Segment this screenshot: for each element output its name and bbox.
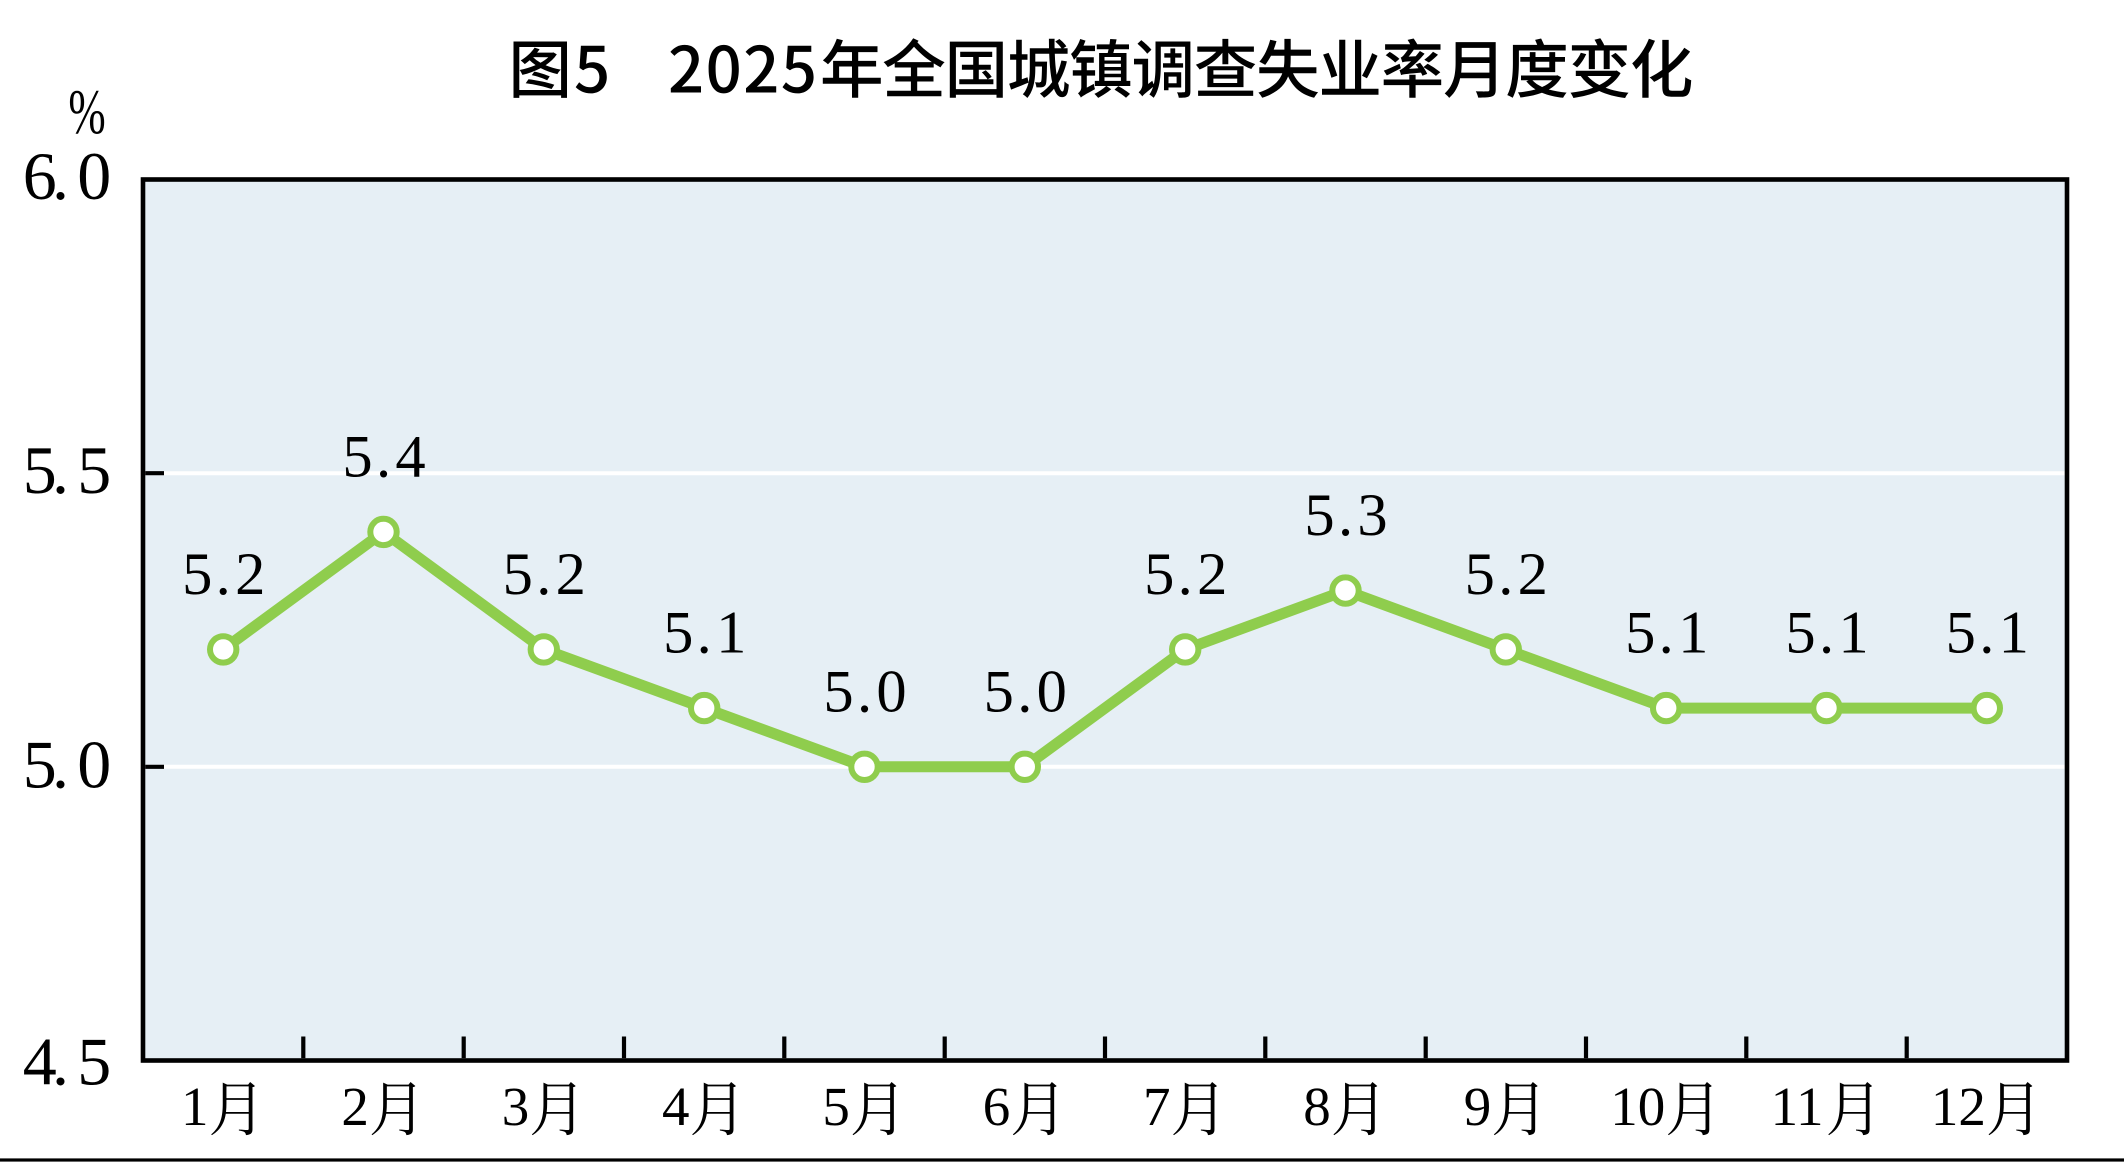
svg-text:4.5: 4.5 xyxy=(23,1024,112,1100)
svg-text:5.5: 5.5 xyxy=(23,432,112,508)
svg-text:5.0: 5.0 xyxy=(984,658,1067,725)
svg-text:5.2: 5.2 xyxy=(182,541,265,608)
svg-text:11: 11 xyxy=(1771,1076,1824,1137)
svg-text:9: 9 xyxy=(1464,1076,1492,1137)
svg-text:5.1: 5.1 xyxy=(1785,600,1868,667)
svg-text:10: 10 xyxy=(1610,1076,1665,1137)
svg-text:5.2: 5.2 xyxy=(1465,541,1548,608)
svg-text:1: 1 xyxy=(181,1076,209,1137)
svg-text:5.2: 5.2 xyxy=(1144,541,1227,608)
svg-text:5.2: 5.2 xyxy=(503,541,586,608)
svg-text:8: 8 xyxy=(1303,1076,1331,1137)
svg-text:5.1: 5.1 xyxy=(663,600,746,667)
svg-text:7: 7 xyxy=(1143,1076,1171,1137)
svg-text:2: 2 xyxy=(341,1076,369,1137)
svg-text:6.0: 6.0 xyxy=(23,138,112,214)
svg-text:6: 6 xyxy=(983,1076,1011,1137)
svg-text:5.1: 5.1 xyxy=(1625,600,1708,667)
svg-text:4: 4 xyxy=(662,1076,690,1137)
svg-text:12: 12 xyxy=(1931,1076,1986,1137)
svg-text:5.3: 5.3 xyxy=(1304,482,1387,549)
svg-text:5.0: 5.0 xyxy=(823,658,906,725)
svg-text:5.1: 5.1 xyxy=(1946,600,2029,667)
svg-text:5.0: 5.0 xyxy=(23,727,112,803)
svg-text:5.4: 5.4 xyxy=(342,423,425,490)
svg-text:5: 5 xyxy=(822,1076,850,1137)
svg-text:%: % xyxy=(68,76,105,147)
svg-text:3: 3 xyxy=(502,1076,530,1137)
